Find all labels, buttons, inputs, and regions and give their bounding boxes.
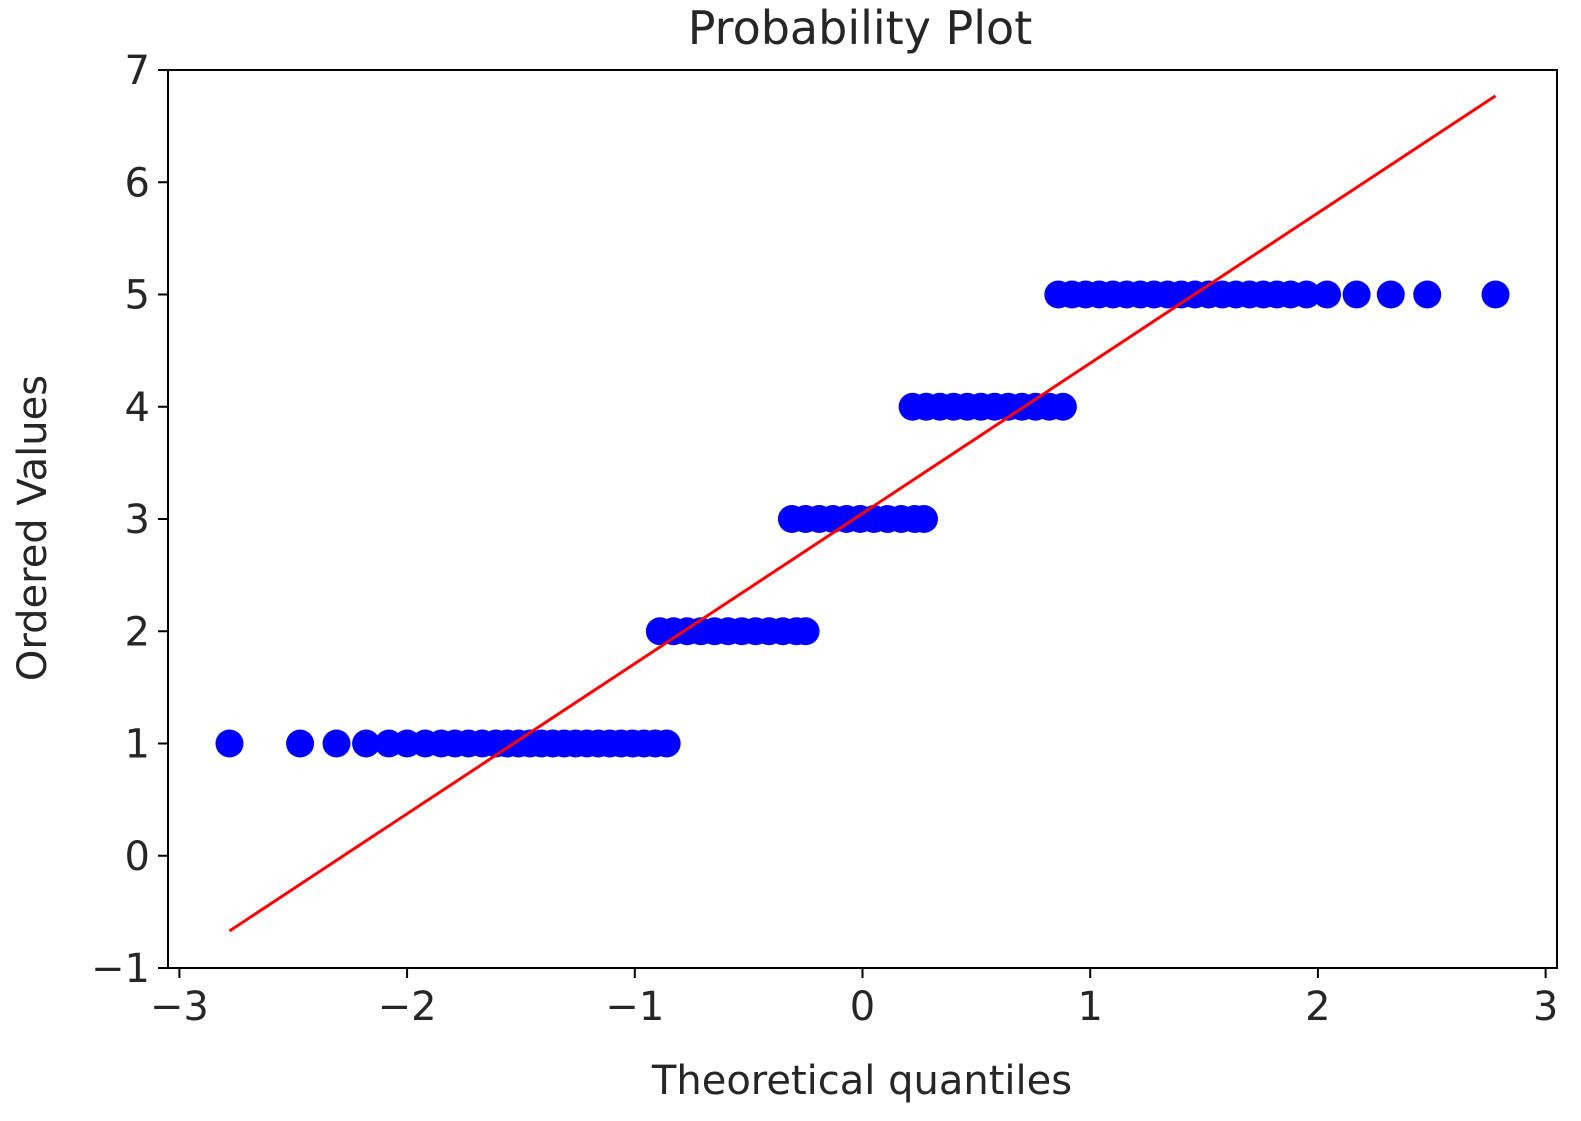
data-point bbox=[791, 617, 820, 646]
y-axis-label: Ordered Values bbox=[10, 375, 56, 681]
data-point bbox=[352, 729, 381, 758]
y-tick-label: 4 bbox=[125, 385, 150, 431]
y-tick-label: 3 bbox=[125, 497, 150, 543]
data-point bbox=[1481, 280, 1510, 309]
y-tick-label: 1 bbox=[125, 722, 150, 768]
x-tick-label: −3 bbox=[150, 984, 209, 1030]
data-point bbox=[652, 729, 681, 758]
x-tick-label: 1 bbox=[1077, 984, 1102, 1030]
y-tick-label: 7 bbox=[125, 48, 150, 94]
y-tick-label: 6 bbox=[125, 160, 150, 206]
x-tick-label: −1 bbox=[605, 984, 664, 1030]
data-point bbox=[1048, 392, 1077, 421]
x-axis-label: Theoretical quantiles bbox=[651, 1058, 1072, 1104]
x-tick-label: 2 bbox=[1305, 984, 1330, 1030]
plot-frame bbox=[167, 69, 1558, 969]
data-point bbox=[215, 729, 244, 758]
data-point bbox=[322, 729, 351, 758]
y-tick-label: −1 bbox=[91, 946, 150, 992]
data-point bbox=[286, 729, 315, 758]
data-point bbox=[1313, 280, 1342, 309]
data-point bbox=[1413, 280, 1442, 309]
y-tick-label: 0 bbox=[125, 834, 150, 880]
plot-area bbox=[215, 94, 1510, 933]
x-tick-label: 0 bbox=[850, 984, 875, 1030]
data-point bbox=[1292, 280, 1321, 309]
data-point bbox=[1342, 280, 1371, 309]
x-tick-label: 3 bbox=[1533, 984, 1558, 1030]
fit-line bbox=[228, 94, 1497, 933]
data-point bbox=[909, 505, 938, 533]
x-tick-label: −2 bbox=[378, 984, 437, 1030]
data-point bbox=[1376, 280, 1405, 309]
chart-title: Probability Plot bbox=[688, 1, 1032, 55]
y-tick-label: 2 bbox=[125, 609, 150, 655]
y-tick-label: 5 bbox=[125, 273, 150, 319]
